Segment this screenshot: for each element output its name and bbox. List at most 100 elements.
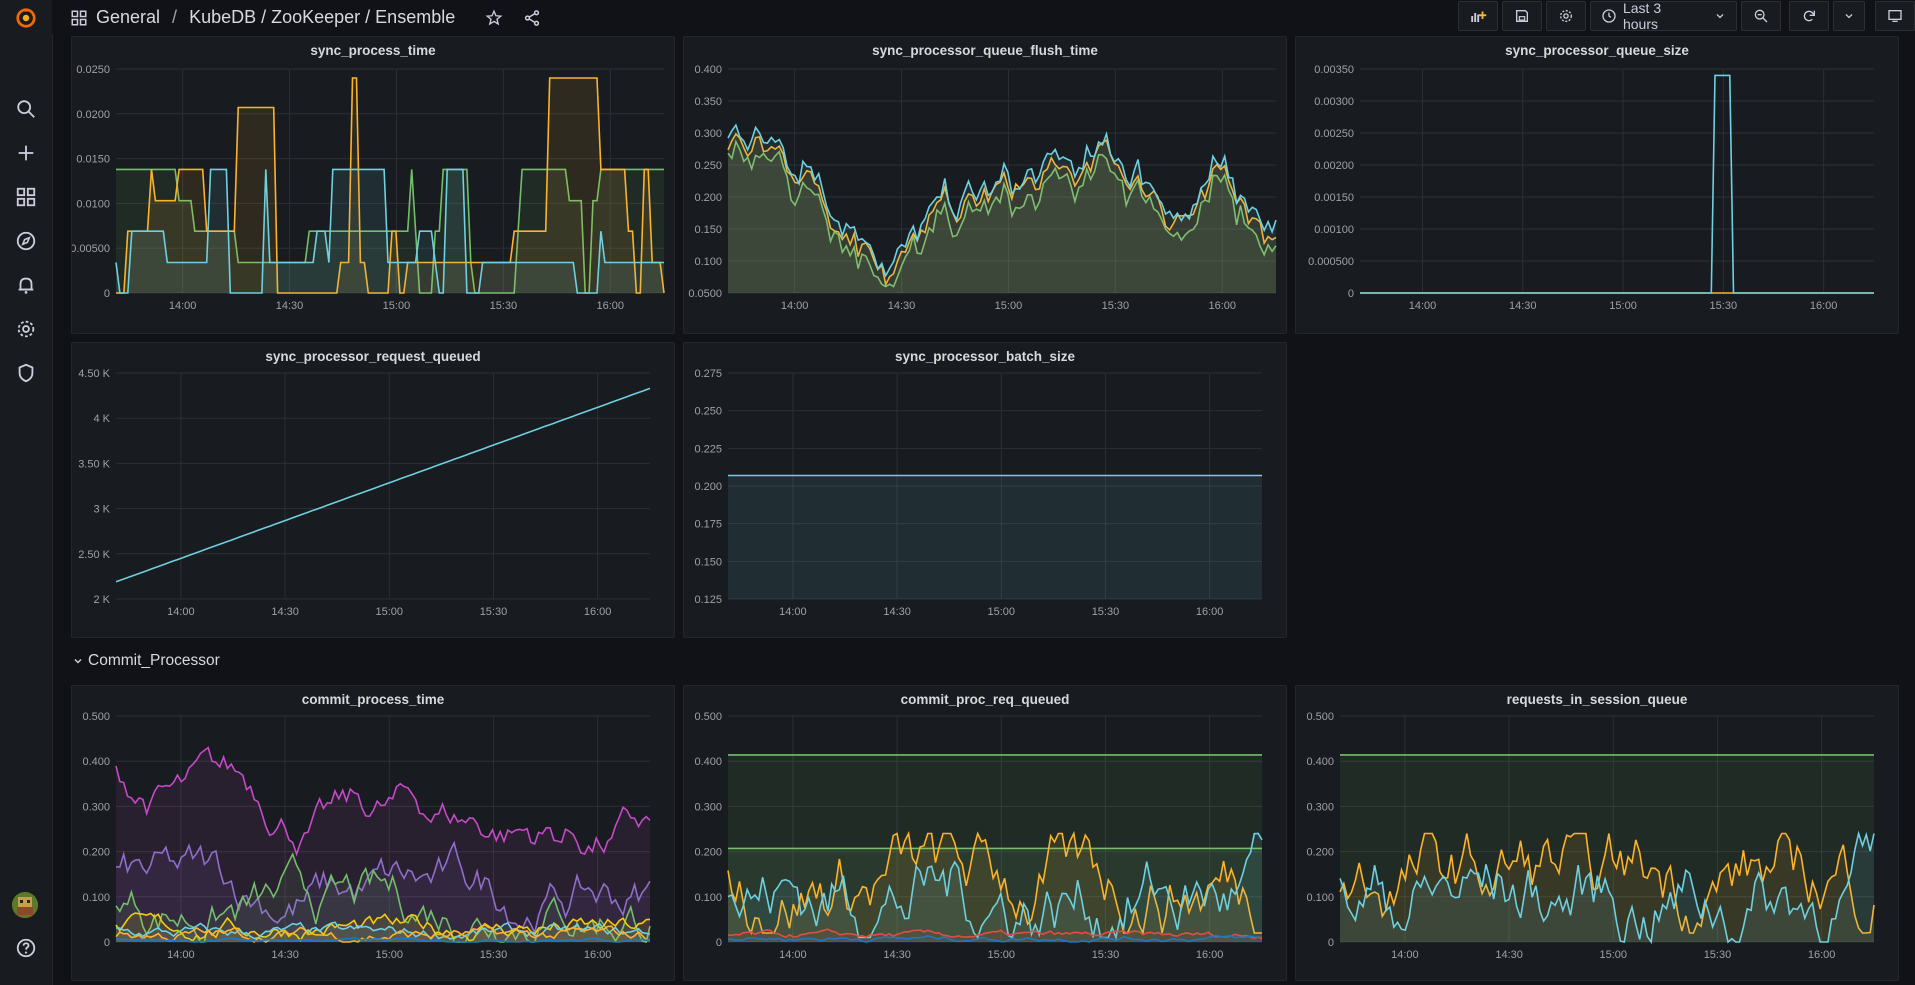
y-tick-label: 0.175	[694, 519, 722, 531]
breadcrumb-folder[interactable]: General	[96, 7, 161, 27]
clock-icon	[1602, 9, 1616, 23]
panel-title[interactable]: sync_processor_batch_size	[894, 349, 1076, 364]
panel-sync-processor-batch-size[interactable]: sync_processor_batch_size 0.275 0.250 0.22…	[683, 342, 1287, 638]
breadcrumb-dashboard-title[interactable]: KubeDB / ZooKeeper / Ensemble	[189, 7, 456, 27]
search-icon[interactable]	[13, 96, 39, 122]
row-collapse-commit-processor[interactable]: Commit_Processor	[72, 652, 220, 670]
series-area	[728, 848, 1262, 942]
series-area	[728, 475, 1262, 599]
y-tick-label: 0.125	[694, 594, 722, 606]
refresh-interval-dropdown[interactable]	[1833, 1, 1865, 31]
panel-title[interactable]: sync_processor_queue_flush_time	[872, 43, 1098, 58]
y-tick-label: 0.0150	[76, 154, 110, 166]
y-tick-label: 0.000500	[1308, 256, 1354, 268]
series-area	[728, 125, 1276, 293]
series-line	[727, 830, 1262, 936]
tv-mode-button[interactable]	[1875, 1, 1915, 31]
x-tick-label: 14:00	[1391, 949, 1419, 961]
y-tick-label: 0.00500	[72, 243, 110, 255]
chart-canvas[interactable]: 0.400 0.350 0.300 0.250 0.200 0.150 0.100 0.050…	[684, 37, 1286, 333]
panel-requests-in-session-queue[interactable]: requests_in_session_queue 0.500 0.400 0.30…	[1295, 685, 1899, 981]
series-line	[1339, 832, 1875, 934]
panel-title[interactable]: requests_in_session_queue	[1506, 692, 1688, 707]
zoom-out-button[interactable]	[1741, 1, 1781, 31]
chart-canvas[interactable]: 0.0250 0.0200 0.0150 0.0100 0.00500 0 14:00 14:…	[72, 37, 674, 333]
y-tick-label: 0	[1348, 288, 1354, 300]
x-tick-label: 16:00	[584, 949, 612, 961]
panel-title[interactable]: sync_processor_queue_size	[1505, 43, 1689, 58]
series-line	[1360, 74, 1874, 294]
save-dashboard-button[interactable]	[1502, 1, 1542, 31]
x-tick-label: 14:00	[779, 606, 807, 618]
x-tick-label: 16:00	[597, 300, 625, 312]
x-tick-label: 15:30	[480, 949, 508, 961]
x-tick-label: 16:00	[1196, 949, 1224, 961]
time-range-picker[interactable]: Last 3 hours	[1590, 0, 1737, 32]
y-tick-label: 0.500	[1306, 711, 1334, 723]
explore-icon[interactable]	[13, 228, 39, 254]
y-tick-label: 0.00100	[1314, 224, 1354, 236]
y-tick-label: 0.350	[694, 96, 722, 108]
y-tick-label: 0.300	[694, 128, 722, 140]
chart-canvas[interactable]: 0.500 0.400 0.300 0.200 0.100 0 14:00 14:30 15:0…	[72, 686, 674, 980]
x-tick-label: 16:00	[1810, 300, 1838, 312]
panel-title[interactable]: sync_process_time	[310, 43, 436, 58]
y-tick-label: 0.275	[694, 368, 722, 380]
breadcrumb-separator: /	[172, 7, 178, 27]
chart-canvas[interactable]: 0.00350 0.00300 0.00250 0.00200 0.00150 0.001…	[1296, 37, 1898, 333]
y-tick-label: 0.300	[82, 801, 110, 813]
refresh-button[interactable]	[1789, 1, 1829, 31]
row-title: Commit_Processor	[88, 652, 220, 669]
y-tick-label: 0.0250	[76, 64, 110, 76]
panel-sync-processor-request-queued[interactable]: sync_processor_request_queued 4.50 K 4 K 3…	[71, 342, 675, 638]
y-tick-label: 0.500	[694, 711, 722, 723]
chart-canvas[interactable]: 4.50 K 4 K 3.50 K 3 K 2.50 K 2 K 14:00 14:30 15:…	[72, 343, 674, 637]
series-area	[116, 169, 664, 293]
gear-icon[interactable]	[13, 316, 39, 342]
series-line	[115, 923, 651, 944]
shield-icon[interactable]	[13, 360, 39, 386]
panel-title[interactable]: commit_proc_req_queued	[900, 692, 1070, 707]
chevron-down-icon	[1716, 14, 1724, 19]
star-icon[interactable]	[485, 9, 503, 27]
chart-canvas[interactable]: 0.275 0.250 0.225 0.200 0.175 0.150 0.125 14:00…	[684, 343, 1286, 637]
panel-commit-proc-req-queued[interactable]: commit_proc_req_queued 0.500 0.400 0.300 0.…	[683, 685, 1287, 981]
add-panel-button[interactable]	[1458, 1, 1498, 31]
plus-icon[interactable]	[13, 140, 39, 166]
chart-canvas[interactable]: 0.500 0.400 0.300 0.200 0.100 0 14:00 14:30 15:0…	[684, 686, 1286, 980]
y-tick-label: 0.200	[694, 481, 722, 493]
series-line	[727, 139, 1277, 288]
y-tick-label: 0.200	[694, 192, 722, 204]
time-range-label: Last 3 hours	[1622, 0, 1662, 32]
panel-title[interactable]: commit_process_time	[301, 692, 445, 707]
sidebar	[0, 0, 53, 985]
chart-canvas[interactable]: 0.500 0.400 0.300 0.200 0.100 0 14:00 14:30 15:0…	[1296, 686, 1898, 980]
alerting-bell-icon[interactable]	[13, 272, 39, 298]
grafana-logo-icon[interactable]	[13, 5, 39, 31]
y-tick-label: 0	[1328, 937, 1334, 949]
y-tick-label: 0.500	[82, 711, 110, 723]
dashboard-settings-button[interactable]	[1546, 1, 1586, 31]
panel-sync-processor-queue-size[interactable]: sync_processor_queue_size 0.00350 0.00300…	[1295, 36, 1899, 334]
panel-sync-process-time[interactable]: sync_process_time 0.0250 0.0200 0.0150 0.01…	[71, 36, 675, 334]
avatar[interactable]	[12, 892, 38, 918]
y-tick-label: 2 K	[93, 594, 110, 606]
x-tick-label: 14:30	[271, 606, 299, 618]
panel-sync-processor-queue-flush-time[interactable]: sync_processor_queue_flush_time 0.400 0.3…	[683, 36, 1287, 334]
y-tick-label: 0.150	[694, 556, 722, 568]
y-tick-label: 0.200	[82, 847, 110, 859]
panel-title[interactable]: sync_processor_request_queued	[265, 349, 481, 364]
help-icon[interactable]	[13, 935, 39, 961]
share-icon[interactable]	[523, 9, 541, 27]
x-tick-label: 15:00	[1600, 949, 1628, 961]
y-tick-label: 0.400	[694, 756, 722, 768]
x-tick-label: 14:30	[883, 949, 911, 961]
dashboards-icon[interactable]	[13, 184, 39, 210]
series-line	[115, 840, 651, 936]
x-tick-label: 15:00	[988, 606, 1016, 618]
panel-commit-process-time[interactable]: commit_process_time 0.500 0.400 0.300 0.200…	[71, 685, 675, 981]
series-line	[727, 928, 1263, 940]
y-tick-label: 2.50 K	[78, 549, 110, 561]
y-tick-label: 0.00250	[1314, 128, 1354, 140]
y-tick-label: 0.150	[694, 224, 722, 236]
